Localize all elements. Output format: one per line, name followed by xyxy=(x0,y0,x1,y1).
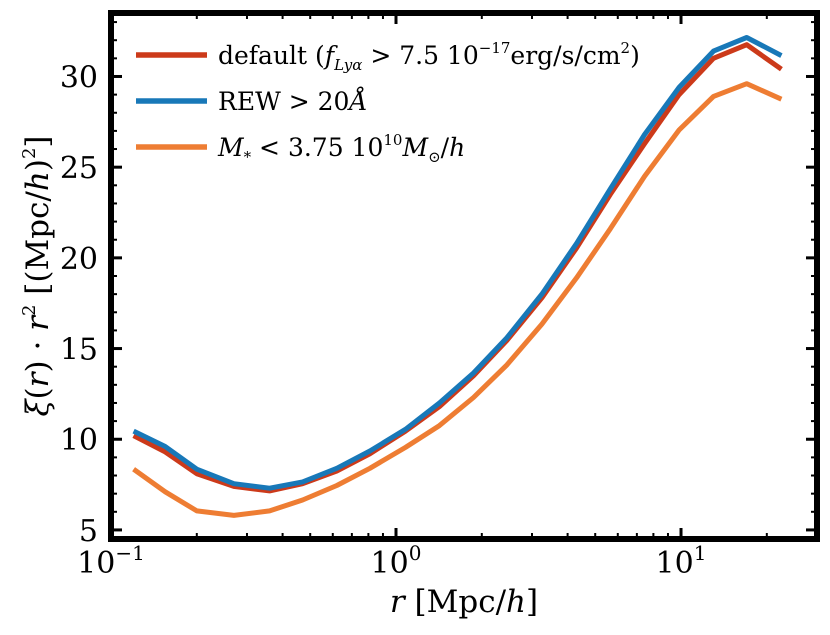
y-tick-label-2: 15 xyxy=(60,333,98,368)
series-line-2 xyxy=(132,81,783,518)
y-tick-label-3: 20 xyxy=(60,242,98,277)
axis-ticks: 5 10 15 20 25 30 10−1 100 101 xyxy=(60,13,817,581)
x-tick-label-0: 10−1 xyxy=(77,541,145,581)
y-tick-label-4: 25 xyxy=(60,151,98,186)
legend-label-rew: REW > 20Å xyxy=(218,86,368,116)
legend-label-default: default (fLyα > 7.5 10−17erg/s/cm2) xyxy=(218,39,640,74)
series-line-1 xyxy=(132,35,783,491)
y-tick-label-5: 30 xyxy=(60,60,98,95)
x-tick-label-1: 100 xyxy=(371,541,422,581)
y-tick-label-1: 10 xyxy=(60,423,98,458)
y-tick-label-0: 5 xyxy=(79,514,98,549)
series-lines xyxy=(132,35,783,518)
x-tick-label-2: 101 xyxy=(656,541,707,581)
y-axis-title: ξ(r) · r2 [(Mpc/h)2] xyxy=(19,135,56,416)
x-axis-title: r [Mpc/h] xyxy=(390,584,538,620)
legend: default (fLyα > 7.5 10−17erg/s/cm2) REW … xyxy=(136,39,640,166)
plot-frame xyxy=(108,10,820,542)
legend-label-mstar: M* < 3.75 1010M⊙/h xyxy=(217,131,465,166)
